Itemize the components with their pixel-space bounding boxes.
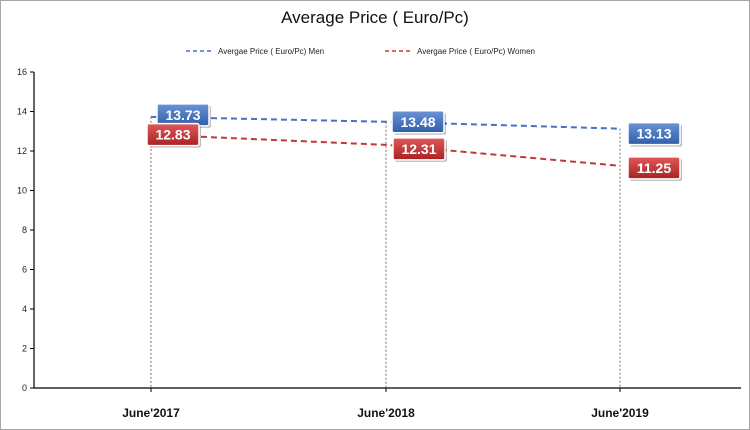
data-label-box <box>146 122 200 147</box>
data-label-women: 12.31 <box>392 137 447 162</box>
data-label-box <box>627 156 681 180</box>
x-tick-label: June'2017 <box>122 406 180 420</box>
data-label-value: 12.83 <box>155 127 190 143</box>
y-tick-label: 2 <box>22 344 27 354</box>
y-tick-label: 0 <box>22 383 27 393</box>
data-label-value: 13.73 <box>165 107 200 123</box>
series-women-line <box>150 133 621 167</box>
data-label-box <box>627 121 681 146</box>
x-tick-label: June'2018 <box>357 406 415 420</box>
y-tick-label: 10 <box>17 186 27 196</box>
drop-lines <box>150 116 621 388</box>
data-label-value: 12.31 <box>401 141 436 157</box>
legend-men-label: Avergae Price ( Euro/Pc) Men <box>218 47 324 56</box>
data-labels: 13.73 13.48 13.13 12.83 12.31 11.25 <box>146 103 682 181</box>
data-label-women: 12.83 <box>146 122 201 148</box>
data-label-value: 13.13 <box>636 126 671 142</box>
y-tick-label: 6 <box>22 265 27 275</box>
data-label-box <box>392 137 446 161</box>
y-tick-label: 8 <box>22 225 27 235</box>
legend: Avergae Price ( Euro/Pc) Men Avergae Pri… <box>186 47 535 56</box>
x-tick-label: June'2019 <box>591 406 649 420</box>
legend-women-label: Avergae Price ( Euro/Pc) Women <box>417 47 535 56</box>
data-label-men: 13.13 <box>627 121 682 147</box>
data-label-value: 11.25 <box>637 160 671 176</box>
y-tick-label: 4 <box>22 304 27 314</box>
series-men-line <box>150 115 621 130</box>
data-label-box <box>391 110 445 134</box>
y-tick-label: 14 <box>17 107 27 117</box>
chart-title: Average Price ( Euro/Pc) <box>281 8 469 27</box>
data-label-men: 13.73 <box>156 103 211 128</box>
data-label-men: 13.48 <box>391 110 446 135</box>
data-label-women: 11.25 <box>627 156 682 181</box>
y-tick-label: 16 <box>17 67 27 77</box>
y-tick-label: 12 <box>17 146 27 156</box>
data-label-value: 13.48 <box>400 114 435 130</box>
axes: 0 2 4 6 8 10 12 14 16 June'2017 June'2018 June'2019 <box>17 67 741 420</box>
series-lines <box>150 115 621 167</box>
